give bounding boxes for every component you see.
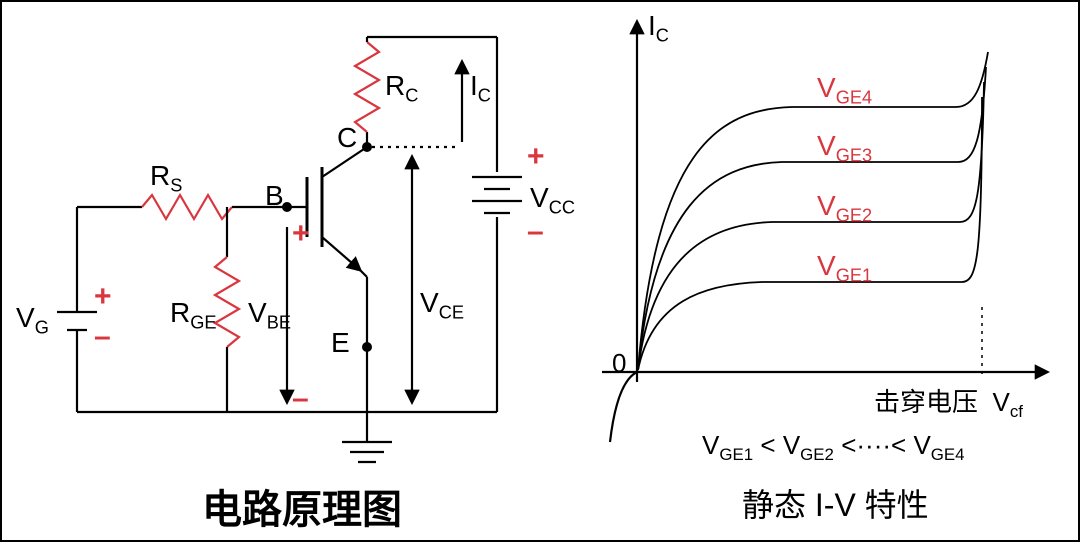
circuit-title: 电路原理图 — [202, 477, 402, 535]
resistor-rge — [215, 257, 239, 347]
vcc-minus: – — [527, 215, 544, 249]
label-vge3: VGE3 — [817, 130, 872, 167]
label-vcc: VCC — [530, 182, 575, 219]
curve-vge1 — [638, 97, 982, 370]
graph-title: 静态 I-V 特性 — [742, 480, 929, 526]
label-breakdown: 击穿电压 Vcf — [874, 382, 1023, 422]
curve-vge3 — [638, 67, 986, 370]
curve-vge2 — [638, 82, 984, 370]
vbe-minus: – — [292, 382, 309, 416]
label-vge2: VGE2 — [817, 190, 872, 227]
label-relation: VGE1 < VGE2 <····< VGE4 — [702, 430, 965, 465]
label-vce: VCE — [420, 287, 464, 324]
vg-minus: – — [94, 320, 111, 354]
vg-plus: + — [94, 280, 112, 314]
label-origin: 0 — [612, 348, 626, 379]
curve-vge4 — [638, 52, 988, 370]
circuit-diagram — [57, 37, 522, 462]
label-rs: RS — [150, 160, 182, 197]
battery-vcc — [472, 177, 522, 213]
label-rc: RC — [385, 70, 418, 107]
label-ic: IC — [470, 70, 491, 107]
label-vge1: VGE1 — [817, 250, 872, 287]
vcc-plus: + — [527, 140, 545, 174]
resistor-rs — [142, 195, 232, 219]
label-ic-axis: IC — [648, 10, 669, 47]
label-b: B — [265, 180, 284, 212]
resistor-rc — [355, 42, 379, 132]
label-e: E — [331, 327, 350, 359]
label-c: C — [337, 122, 357, 154]
label-rge: RGE — [170, 297, 217, 334]
vbe-plus: + — [292, 217, 310, 251]
label-vbe: VBE — [248, 297, 291, 334]
label-vge4: VGE4 — [817, 72, 872, 109]
label-vg: VG — [16, 302, 49, 339]
